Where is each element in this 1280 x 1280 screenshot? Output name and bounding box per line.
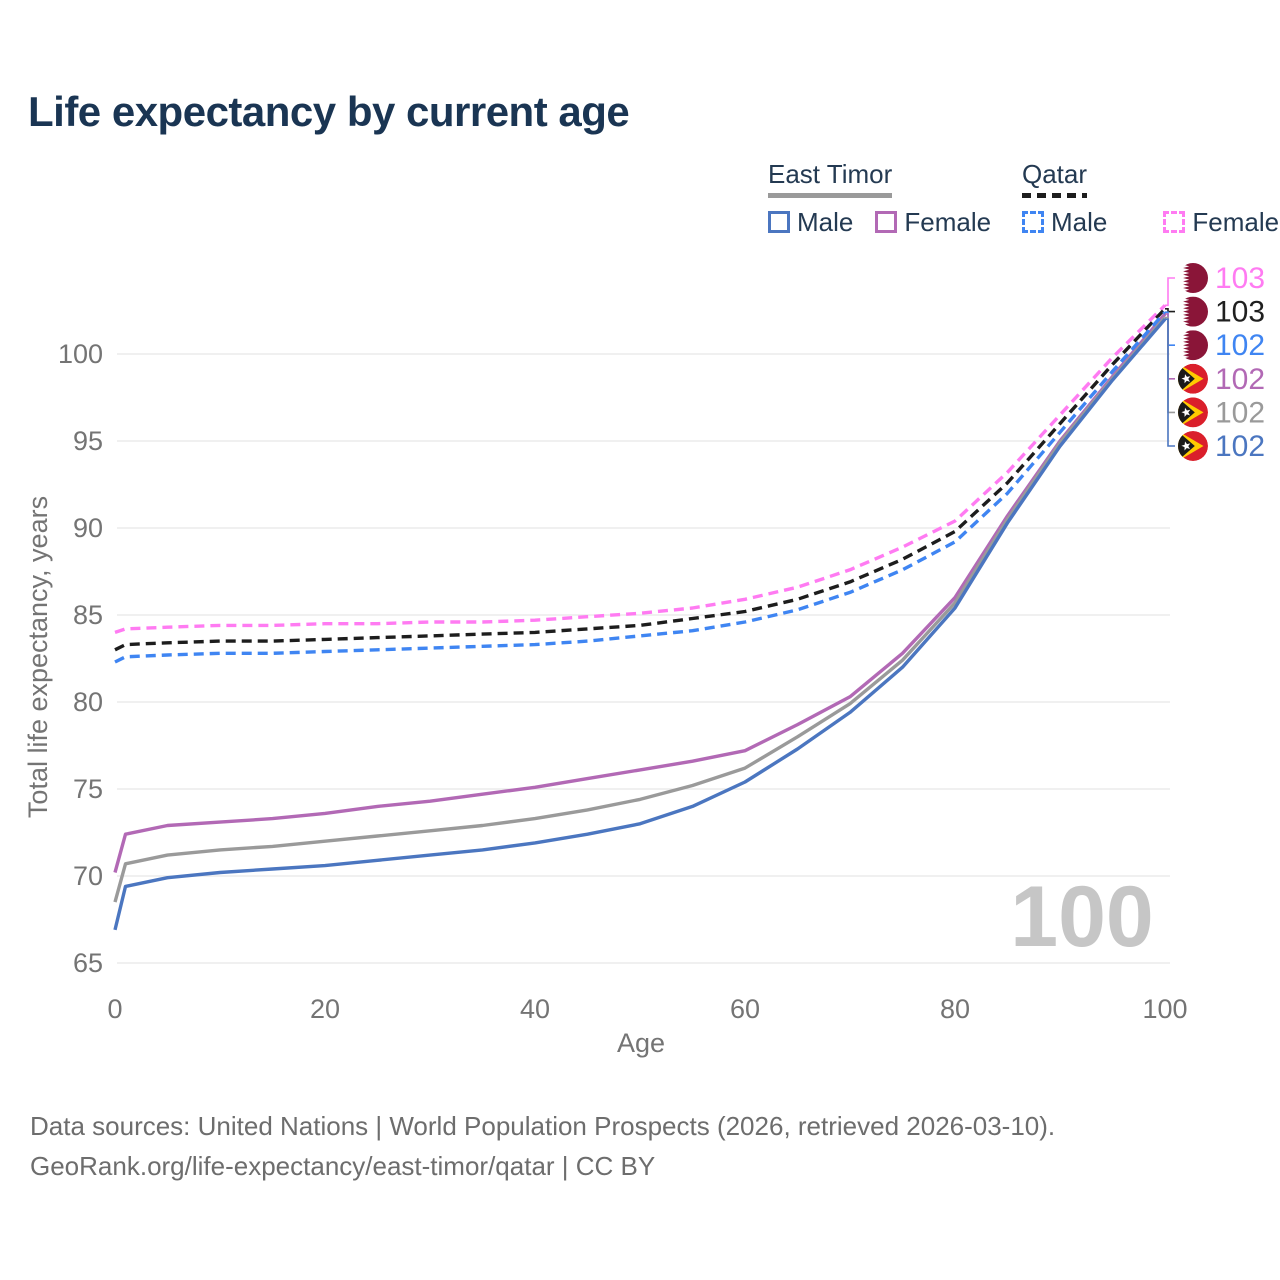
- end-value-label-east-timor-female: 102: [1215, 363, 1265, 396]
- line-east-timor-male[interactable]: [113, 318, 1167, 931]
- legend-item-east-timor-female[interactable]: Female: [875, 207, 991, 238]
- footer-url: GeoRank.org/life-expectancy/east-timor/q…: [30, 1151, 656, 1182]
- legend-item-label: Male: [1051, 206, 1108, 237]
- y-tick-label: 90: [73, 513, 103, 543]
- end-value-label-east-timor-both: 102: [1215, 396, 1265, 429]
- east-timor-flag-icon: [1178, 397, 1208, 428]
- qatar-flag-icon: [1178, 330, 1208, 361]
- legend-item-label: Female: [1192, 206, 1280, 237]
- line-east-timor-female[interactable]: [113, 312, 1167, 873]
- legend-group-east-timor: East Timor Male Female: [768, 160, 991, 238]
- leader-line: [1165, 318, 1175, 447]
- footer-datasource: Data sources: United Nations | World Pop…: [30, 1111, 1056, 1141]
- line-qatar-female[interactable]: [114, 304, 1167, 635]
- line-east-timor-both[interactable]: [113, 316, 1167, 903]
- end-value-label-qatar-male: 102: [1215, 329, 1265, 362]
- x-axis-title: Age: [617, 1028, 665, 1058]
- qatar-flag-icon: [1178, 263, 1208, 293]
- legend-group-label: Qatar: [1022, 159, 1088, 189]
- x-tick-label: 40: [520, 994, 550, 1024]
- legend-group-title-east-timor[interactable]: East Timor: [768, 159, 893, 198]
- legend-underline-east-timor: [768, 192, 893, 198]
- legend-group-title-qatar[interactable]: Qatar: [1022, 159, 1088, 198]
- y-tick-label: 100: [58, 339, 103, 369]
- y-tick-label: 65: [73, 948, 103, 978]
- legend-items: Male Female: [1022, 207, 1279, 238]
- legend-group-qatar: Qatar Male Female: [1022, 160, 1279, 238]
- y-axis-title: Total life expectancy, years: [23, 496, 53, 818]
- east-timor-female-swatch-icon: [875, 211, 898, 234]
- x-tick-label: 0: [107, 994, 122, 1024]
- x-tick-label: 100: [1142, 994, 1187, 1024]
- legend-group-label: East Timor: [768, 159, 893, 189]
- y-tick-label: 70: [73, 861, 103, 891]
- leader-line: [1165, 313, 1175, 380]
- legend-item-east-timor-male[interactable]: Male: [768, 207, 853, 238]
- legend-item-label: Female: [904, 206, 992, 237]
- legend-item-qatar-female[interactable]: Female: [1163, 207, 1279, 238]
- x-tick-label: 20: [310, 994, 340, 1024]
- y-tick-label: 75: [73, 774, 103, 804]
- age-watermark: 100: [1010, 869, 1154, 965]
- y-tick-label: 85: [73, 600, 103, 630]
- qatar-flag-icon: [1178, 296, 1208, 327]
- leader-line: [1165, 308, 1175, 313]
- y-tick-label: 95: [73, 426, 103, 456]
- line-qatar-both[interactable]: [114, 307, 1167, 652]
- legend-item-label: Male: [797, 206, 854, 237]
- legend-underline-qatar: [1022, 192, 1088, 198]
- end-value-label-east-timor-male: 102: [1215, 430, 1265, 463]
- line-qatar-male[interactable]: [114, 311, 1167, 664]
- chart-title: Life expectancy by current age: [28, 88, 630, 135]
- qatar-female-swatch-icon: [1163, 211, 1186, 234]
- end-value-label-qatar-both: 103: [1215, 296, 1265, 329]
- leader-line: [1165, 277, 1175, 307]
- y-tick-label: 80: [73, 687, 103, 717]
- east-timor-flag-icon: [1178, 431, 1208, 461]
- end-value-label-qatar-female: 103: [1215, 262, 1265, 295]
- x-tick-label: 80: [940, 994, 970, 1024]
- qatar-male-swatch-icon: [1022, 211, 1044, 234]
- legend-items: Male Female: [768, 207, 991, 238]
- legend-item-qatar-male[interactable]: Male: [1022, 207, 1107, 238]
- east-timor-male-swatch-icon: [768, 211, 790, 234]
- x-tick-label: 60: [730, 994, 760, 1024]
- leader-line: [1165, 316, 1175, 414]
- east-timor-flag-icon: [1178, 363, 1208, 394]
- footer: Data sources: United Nations | World Pop…: [30, 1106, 1055, 1187]
